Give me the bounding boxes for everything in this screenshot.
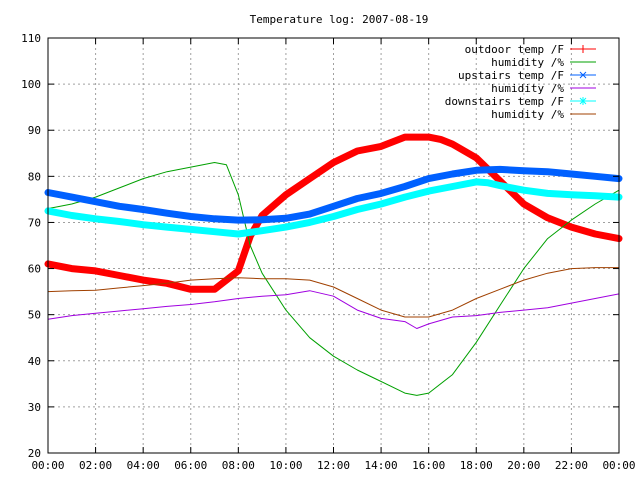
y-tick-label: 30 [28, 401, 41, 414]
x-tick-label: 10:00 [269, 459, 302, 472]
legend-label: downstairs temp /F [445, 95, 564, 108]
chart-title: Temperature log: 2007-08-19 [250, 13, 429, 26]
series-line-3 [44, 165, 623, 224]
y-tick-label: 80 [28, 170, 41, 183]
legend-marker [579, 71, 587, 79]
y-tick-label: 20 [28, 447, 41, 460]
x-tick-label: 00:00 [31, 459, 64, 472]
x-tick-label: 12:00 [317, 459, 350, 472]
legend-label: humidity /% [491, 82, 564, 95]
series-line-5 [44, 178, 623, 238]
x-tick-label: 14:00 [365, 459, 398, 472]
x-tick-label: 22:00 [555, 459, 588, 472]
series-lines [44, 133, 623, 396]
y-tick-label: 60 [28, 263, 41, 276]
y-tick-label: 70 [28, 216, 41, 229]
legend-label: humidity /% [491, 108, 564, 121]
y-tick-label: 40 [28, 355, 41, 368]
legend-marker [579, 97, 587, 105]
x-tick-label: 02:00 [79, 459, 112, 472]
legend-label: upstairs temp /F [458, 69, 564, 82]
x-tick-label: 04:00 [127, 459, 160, 472]
x-tick-label: 08:00 [222, 459, 255, 472]
series-line-4 [47, 290, 620, 329]
legend-label: humidity /% [491, 56, 564, 69]
y-tick-label: 90 [28, 124, 41, 137]
y-tick-label: 100 [21, 78, 41, 91]
x-tick-label: 00:00 [602, 459, 635, 472]
series-line-2 [47, 162, 620, 396]
x-tick-label: 06:00 [174, 459, 207, 472]
legend-label: outdoor temp /F [465, 43, 564, 56]
series-line-6 [47, 267, 620, 318]
axis-ticks: 20 30 40 50 60 70 80 90 100 110 00:00 02:00 04:00 06:… [21, 32, 635, 472]
y-tick-label: 110 [21, 32, 41, 45]
x-tick-label: 20:00 [507, 459, 540, 472]
x-tick-label: 18:00 [460, 459, 493, 472]
y-tick-label: 50 [28, 309, 41, 322]
grid [48, 38, 619, 453]
x-tick-label: 16:00 [412, 459, 445, 472]
